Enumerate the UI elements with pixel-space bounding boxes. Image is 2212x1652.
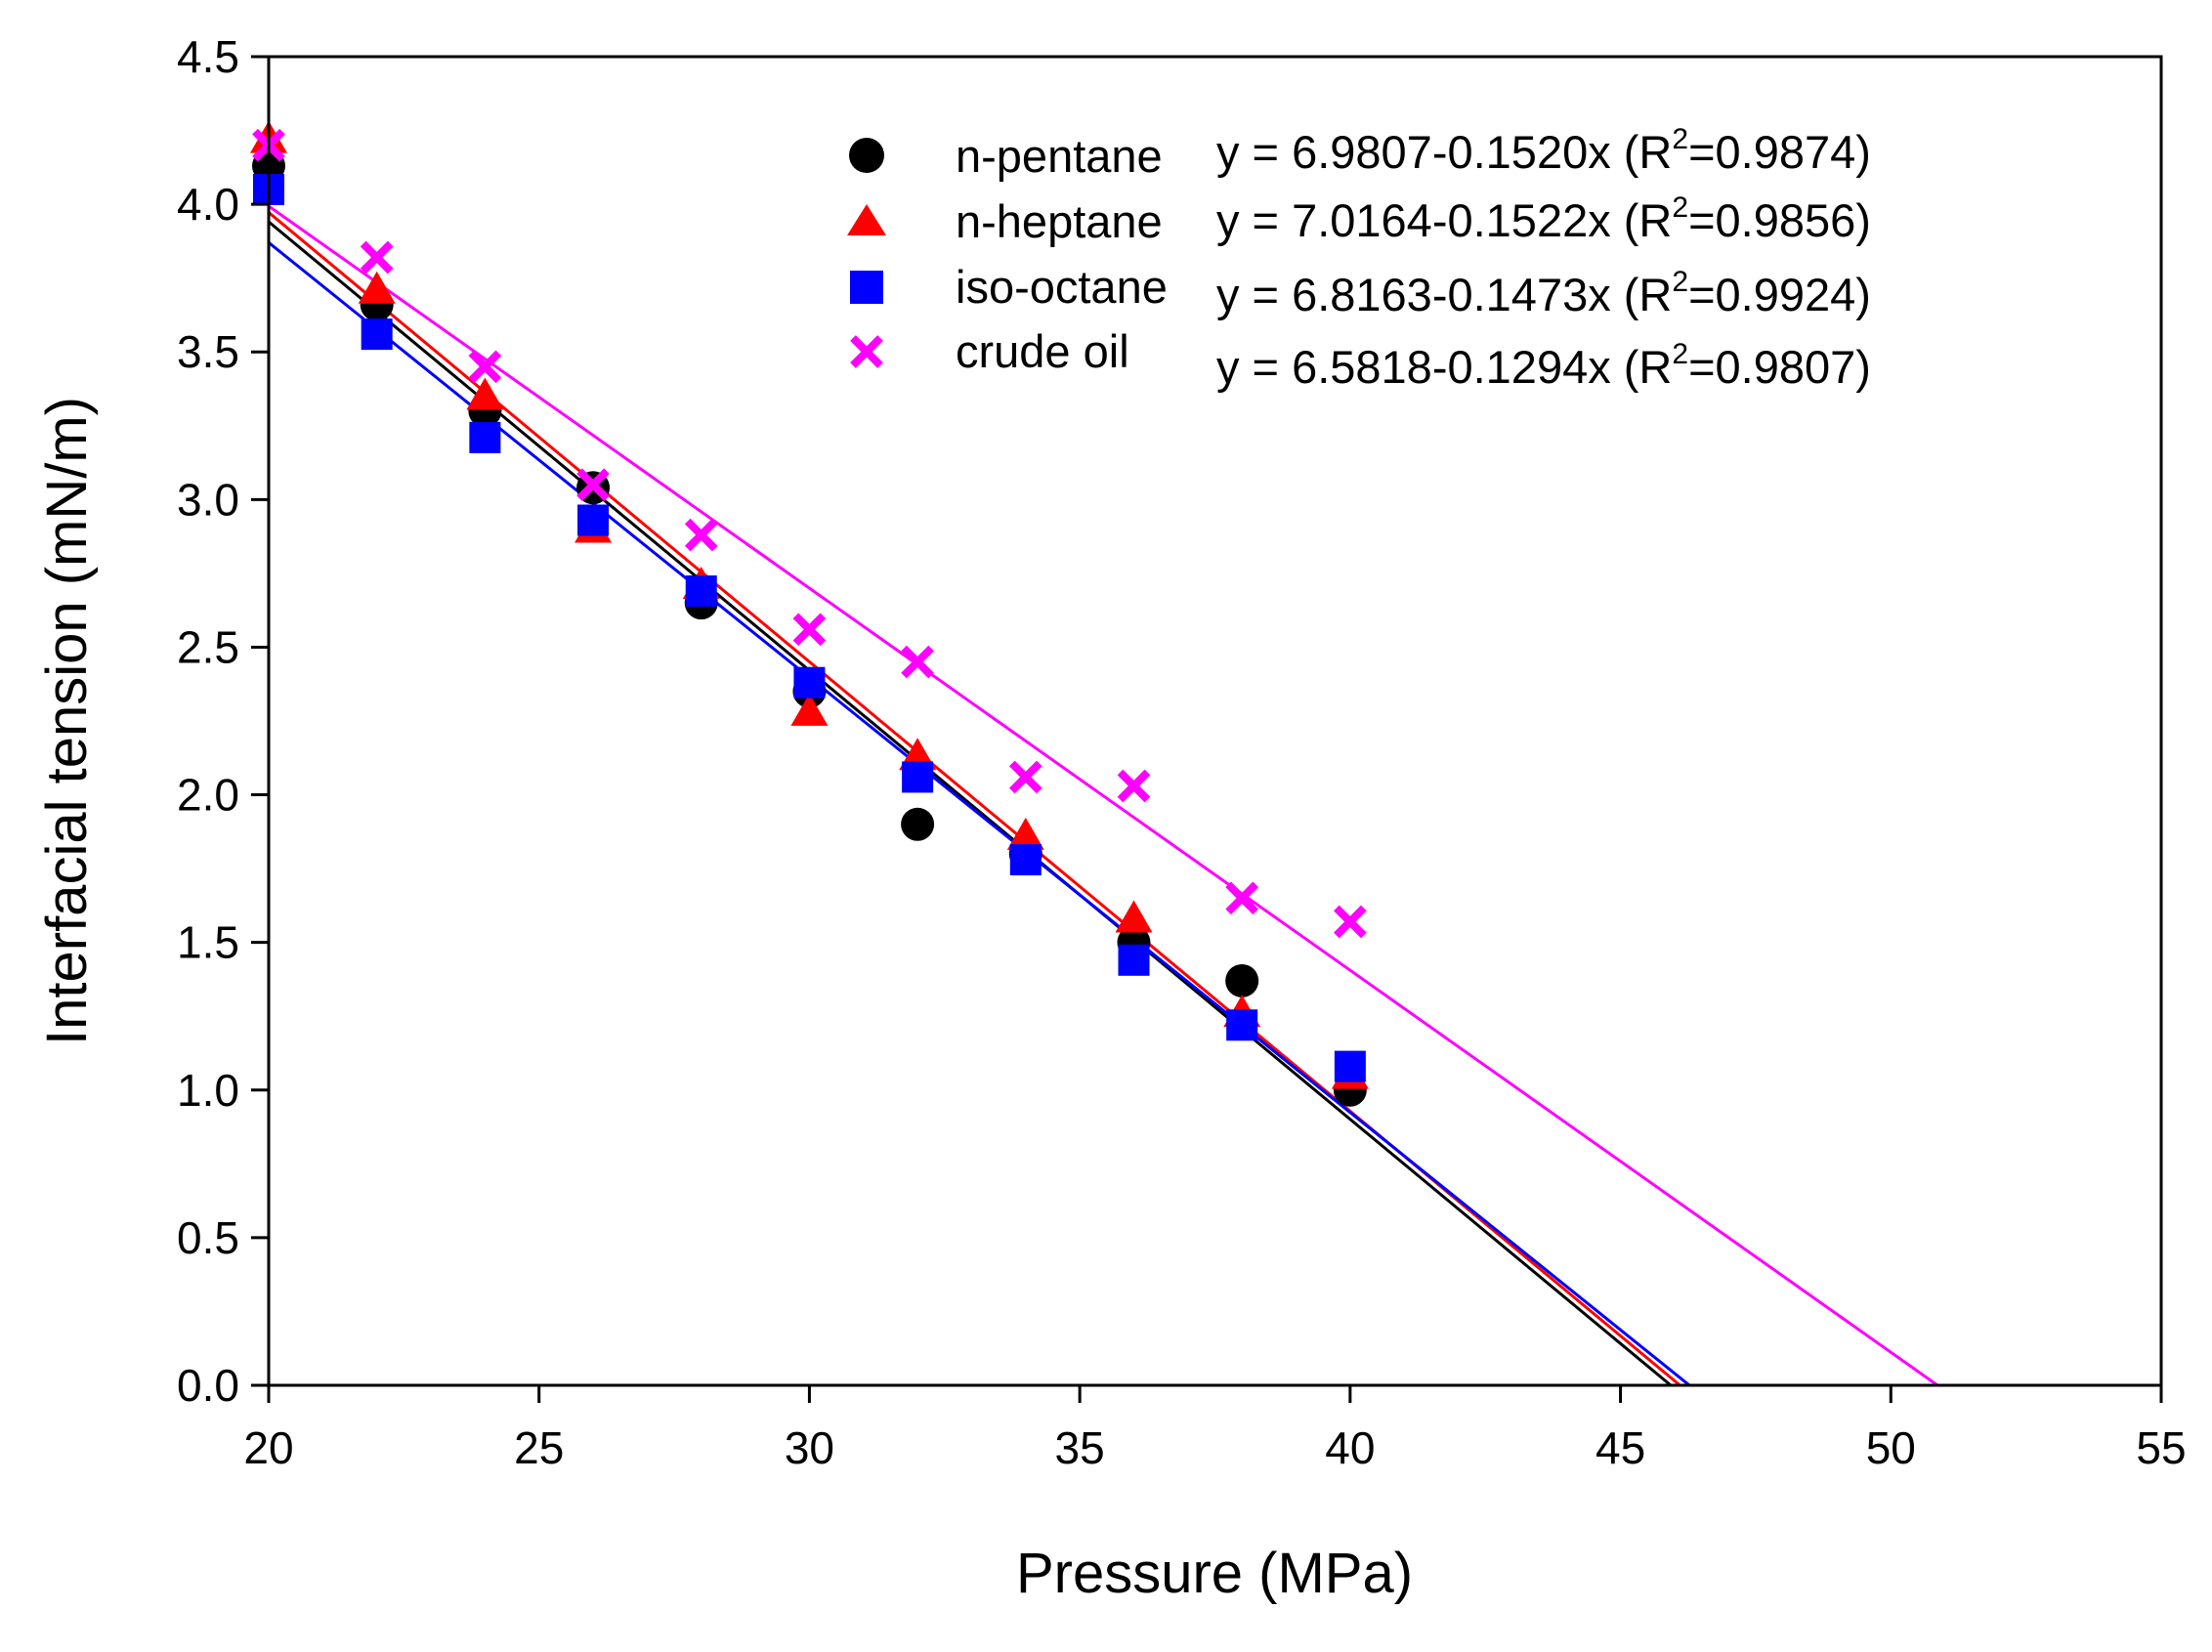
equation-n-pentane-rest: =0.9874)	[1688, 126, 1871, 178]
equation-iso-octane-main: y = 6.8163-0.1473x (R	[1216, 269, 1672, 320]
equation-crude-oil-sup: 2	[1672, 338, 1688, 370]
legend-label-crude-oil: crude oil	[956, 325, 1129, 377]
data-point-iso-octane	[1334, 1050, 1366, 1082]
data-point-n-heptane	[1006, 817, 1044, 850]
y-axis-ticks: 0.0 0.5 1.0 1.5 2.0 2.5 3.0 3.5 4.0 4.5	[177, 31, 269, 1411]
data-point-iso-octane	[361, 318, 393, 351]
x-tick-label: 35	[1055, 1422, 1105, 1473]
equation-n-heptane-rest: =0.9856)	[1688, 194, 1871, 246]
y-tick-label: 4.5	[177, 31, 239, 82]
data-point-n-heptane	[1115, 900, 1153, 933]
x-tick-label: 50	[1866, 1422, 1916, 1473]
fit-equations: y = 6.9807-0.1520x (R2=0.9874) y = 7.016…	[1216, 123, 1871, 393]
x-tick-label: 40	[1325, 1422, 1375, 1473]
x-tick-label: 55	[2136, 1422, 2186, 1473]
equation-crude-oil: y = 6.5818-0.1294x (R2=0.9807)	[1216, 338, 1871, 393]
x-axis-ticks: 20 25 30 35 40 45 50 55	[243, 1385, 2187, 1473]
data-point-crude-oil	[684, 518, 718, 552]
data-point-crude-oil	[1117, 769, 1151, 803]
data-point-iso-octane	[902, 761, 934, 793]
y-tick-label: 4.0	[177, 179, 239, 230]
equation-n-pentane: y = 6.9807-0.1520x (R2=0.9874)	[1216, 123, 1871, 178]
y-tick-label: 1.5	[177, 917, 239, 968]
legend-marker-n-heptane	[847, 204, 886, 235]
data-point-iso-octane	[1118, 944, 1150, 976]
legend: n-pentane n-heptane iso-octane crude oil	[847, 130, 1168, 377]
x-tick-label: 45	[1595, 1422, 1645, 1473]
equation-n-heptane: y = 7.0164-0.1522x (R2=0.9856)	[1216, 191, 1871, 246]
legend-marker-n-pentane	[849, 138, 884, 173]
data-point-crude-oil	[360, 240, 394, 275]
data-point-iso-octane	[1226, 1009, 1258, 1041]
y-tick-label: 0.0	[177, 1360, 239, 1411]
x-tick-label: 30	[785, 1422, 834, 1473]
data-point-n-pentane	[901, 807, 935, 841]
data-point-n-heptane	[790, 693, 829, 726]
data-point-n-pentane	[1225, 963, 1259, 997]
equation-n-pentane-main: y = 6.9807-0.1520x (R	[1216, 126, 1672, 178]
legend-label-n-heptane: n-heptane	[956, 195, 1163, 247]
legend-marker-iso-octane	[850, 271, 883, 304]
data-point-crude-oil	[1225, 881, 1258, 915]
data-point-crude-oil	[1334, 905, 1367, 939]
data-point-crude-oil	[901, 645, 934, 679]
plot-frame	[267, 55, 2163, 1387]
data-point-crude-oil	[576, 468, 610, 502]
data-markers	[250, 120, 1369, 1107]
data-point-crude-oil	[468, 350, 502, 384]
equation-crude-oil-rest: =0.9807)	[1688, 341, 1871, 393]
fit-line-n-pentane	[268, 220, 1672, 1387]
y-tick-label: 3.5	[177, 326, 239, 377]
data-point-iso-octane	[793, 666, 826, 699]
legend-marker-crude-oil	[850, 335, 883, 368]
y-tick-label: 0.5	[177, 1212, 239, 1263]
y-axis-title: Interfacial tension (mN/m)	[35, 397, 99, 1045]
y-tick-label: 1.0	[177, 1065, 239, 1116]
legend-label-iso-octane: iso-octane	[956, 261, 1168, 313]
legend-label-n-pentane: n-pentane	[956, 130, 1163, 182]
equation-n-heptane-sup: 2	[1672, 191, 1688, 224]
equation-iso-octane: y = 6.8163-0.1473x (R2=0.9924)	[1216, 266, 1871, 320]
data-point-n-heptane	[466, 377, 504, 410]
x-tick-label: 25	[514, 1422, 564, 1473]
y-tick-label: 2.5	[177, 621, 239, 672]
data-point-crude-oil	[792, 613, 827, 647]
x-tick-label: 20	[243, 1422, 293, 1473]
fit-lines	[268, 204, 1938, 1387]
equation-n-pentane-sup: 2	[1672, 123, 1688, 155]
data-point-n-heptane	[358, 271, 396, 304]
y-tick-label: 3.0	[177, 474, 239, 525]
y-tick-label: 2.0	[177, 770, 239, 821]
data-point-iso-octane	[685, 575, 717, 608]
equation-iso-octane-sup: 2	[1672, 266, 1688, 298]
equation-n-heptane-main: y = 7.0164-0.1522x (R	[1216, 194, 1672, 246]
equation-iso-octane-rest: =0.9924)	[1688, 269, 1871, 320]
fit-line-iso-octane	[268, 241, 1690, 1386]
data-point-iso-octane	[577, 504, 610, 536]
fit-line-crude-oil	[268, 204, 1938, 1387]
equation-crude-oil-main: y = 6.5818-0.1294x (R	[1216, 341, 1672, 393]
x-axis-title: Pressure (MPa)	[1016, 1542, 1413, 1605]
data-point-crude-oil	[1008, 760, 1042, 794]
data-point-iso-octane	[469, 421, 501, 453]
data-point-iso-octane	[1009, 844, 1042, 876]
